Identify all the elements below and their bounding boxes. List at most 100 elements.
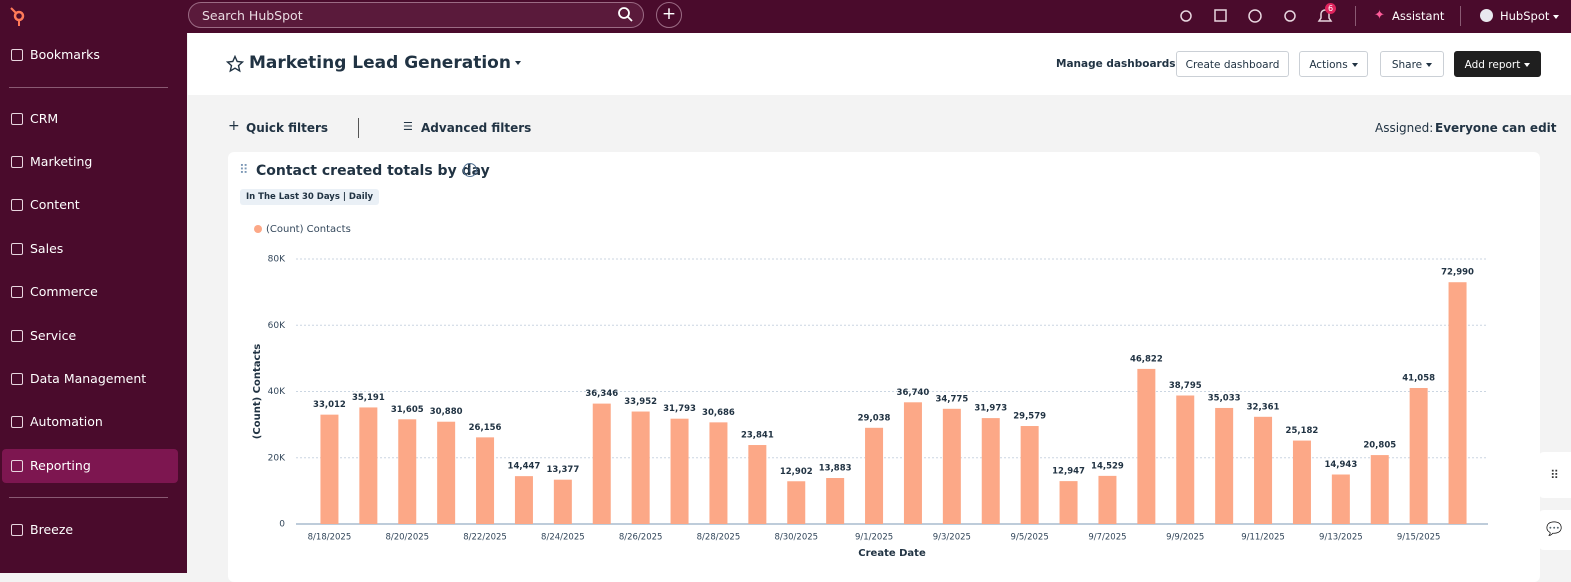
bar <box>553 479 572 524</box>
nav-icon <box>11 286 23 298</box>
x-tick-label: 9/15/2025 <box>1397 533 1441 543</box>
value-label: 29,038 <box>858 413 891 423</box>
create-dashboard-button[interactable]: Create dashboard <box>1176 51 1289 77</box>
search-box[interactable]: Search HubSpot <box>188 2 644 28</box>
value-label: 36,346 <box>585 389 618 399</box>
nav-icon <box>11 373 23 385</box>
add-button[interactable]: + <box>656 2 682 28</box>
nav-icon <box>11 416 23 428</box>
chart-title: Contact created totals by day <box>256 163 490 179</box>
x-tick-label: 8/20/2025 <box>385 533 429 543</box>
bar <box>1448 282 1467 524</box>
bar <box>1409 387 1428 524</box>
info-icon[interactable]: i <box>463 163 477 177</box>
bar <box>981 418 1000 524</box>
nav-item[interactable]: Commerce <box>30 284 98 299</box>
value-label: 14,447 <box>508 462 541 472</box>
nav-icon <box>11 113 23 125</box>
bar <box>592 403 611 524</box>
value-label: 31,793 <box>663 404 696 414</box>
value-label: 31,605 <box>391 405 424 415</box>
x-axis-title: Create Date <box>858 548 926 559</box>
quick-filters[interactable]: Quick filters <box>246 121 329 135</box>
x-tick-label: 9/11/2025 <box>1241 533 1285 543</box>
bar <box>398 419 417 524</box>
add-report-button[interactable]: Add report <box>1454 51 1541 77</box>
bar <box>1215 407 1234 524</box>
nav-item[interactable]: Service <box>30 328 77 343</box>
bar <box>1176 395 1195 524</box>
x-tick-label: 9/7/2025 <box>1088 533 1126 543</box>
avatar <box>1480 9 1493 22</box>
value-label: 14,943 <box>1324 460 1357 470</box>
divider <box>9 87 168 88</box>
x-tick-label: 9/5/2025 <box>1011 533 1049 543</box>
y-tick-label: 20K <box>268 453 286 463</box>
share-button[interactable]: Share <box>1380 51 1444 77</box>
account-menu[interactable]: HubSpot <box>1500 9 1559 23</box>
x-tick-label: 8/28/2025 <box>697 533 741 543</box>
bar <box>670 418 689 524</box>
value-label: 32,361 <box>1247 402 1280 412</box>
bar <box>437 421 456 524</box>
nav-item[interactable]: Automation <box>30 414 103 429</box>
bar <box>748 445 767 524</box>
advanced-filters[interactable]: Advanced filters <box>421 121 532 135</box>
value-label: 35,191 <box>352 393 385 403</box>
side-handle[interactable]: ⠿ <box>1538 452 1571 498</box>
value-label: 30,880 <box>430 407 463 417</box>
assigned-value[interactable]: Everyone can edit <box>1435 121 1557 135</box>
favorite-star[interactable] <box>226 55 244 73</box>
value-label: 12,902 <box>780 467 813 477</box>
nav-item[interactable]: Marketing <box>30 154 93 169</box>
manage-dashboards[interactable]: Manage dashboards <box>1056 58 1176 70</box>
nav-item[interactable]: Sales <box>30 241 64 256</box>
top-bar: Search HubSpot + 6 ✦ Assistant HubSpot <box>0 0 1571 33</box>
separator <box>1355 6 1356 26</box>
value-label: 31,973 <box>974 404 1007 414</box>
bar <box>320 414 339 524</box>
bar <box>1292 440 1311 524</box>
assistant-button[interactable]: Assistant <box>1392 9 1445 23</box>
bar <box>1254 416 1273 524</box>
nav-item[interactable]: Bookmarks <box>30 47 100 62</box>
active-nav-background <box>2 449 178 483</box>
nav-item[interactable]: Breeze <box>30 522 74 537</box>
nav-item[interactable]: Content <box>30 197 80 212</box>
y-tick-label: 0 <box>279 520 285 530</box>
bar <box>787 481 806 524</box>
nav-icon <box>11 199 23 211</box>
notification-badge: 6 <box>1325 3 1336 14</box>
value-label: 26,156 <box>469 423 502 433</box>
value-label: 38,795 <box>1169 381 1202 391</box>
x-tick-label: 8/24/2025 <box>541 533 585 543</box>
dashboard-title[interactable]: Marketing Lead Generation <box>249 53 521 73</box>
value-label: 20,805 <box>1363 441 1396 451</box>
nav-item[interactable]: Reporting <box>30 458 91 473</box>
actions-button[interactable]: Actions <box>1299 51 1368 77</box>
value-label: 33,952 <box>624 397 657 407</box>
nav-icon <box>11 330 23 342</box>
drag-handle[interactable]: ⠿ <box>239 163 248 178</box>
nav-icon <box>11 460 23 472</box>
bar <box>1059 481 1078 524</box>
bar <box>476 437 495 524</box>
x-tick-label: 9/3/2025 <box>933 533 971 543</box>
y-tick-label: 80K <box>268 255 286 265</box>
bar <box>826 478 845 524</box>
search-icon[interactable] <box>617 6 635 24</box>
bar <box>359 407 378 524</box>
y-tick-label: 60K <box>268 321 286 331</box>
separator <box>358 118 359 138</box>
nav-icon <box>11 524 23 536</box>
chat-button[interactable]: 💬 <box>1538 510 1571 550</box>
assistant-icon: ✦ <box>1374 8 1385 23</box>
filter-icon: ☰ <box>403 120 413 133</box>
y-axis-title: (Count) Contacts <box>252 344 263 439</box>
x-tick-label: 8/22/2025 <box>463 533 507 543</box>
bar <box>1370 455 1389 524</box>
nav-item[interactable]: Data Management <box>30 371 147 386</box>
nav-item[interactable]: CRM <box>30 111 59 126</box>
